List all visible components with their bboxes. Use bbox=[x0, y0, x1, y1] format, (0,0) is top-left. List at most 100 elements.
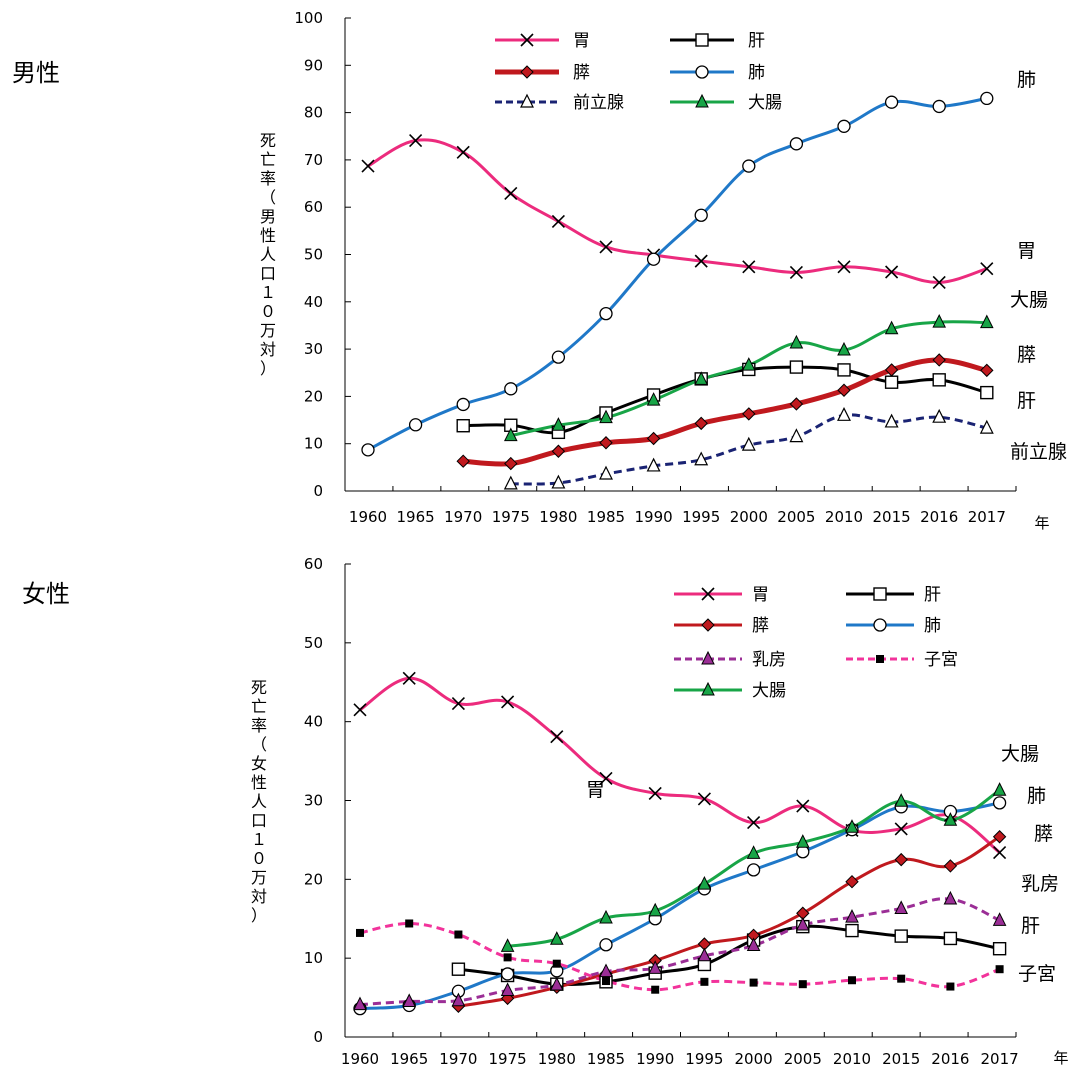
data-point-1-4 bbox=[502, 983, 514, 995]
data-point-1-5 bbox=[356, 929, 364, 937]
series-end-label-0-5: 前立腺 bbox=[1010, 441, 1067, 463]
data-point-0-2 bbox=[743, 408, 755, 420]
legend-label-1-4: 乳房 bbox=[752, 650, 786, 670]
x-tick-label-1: 1990 bbox=[636, 1050, 674, 1068]
x-tick-label-0: 1975 bbox=[492, 508, 530, 526]
x-tick-label-1: 2005 bbox=[784, 1050, 822, 1068]
data-point-0-3 bbox=[981, 92, 993, 104]
series-end-label-0-2: 大腸 bbox=[1010, 289, 1048, 311]
x-tick-label-0: 1960 bbox=[349, 508, 387, 526]
y-axis-title-char-1: ０ bbox=[251, 849, 267, 868]
x-tick-label-1: 2015 bbox=[882, 1050, 920, 1068]
x-tick-label-1: 1960 bbox=[341, 1050, 379, 1068]
data-point-1-3 bbox=[748, 864, 760, 876]
y-axis-title-char-1: 性 bbox=[251, 773, 267, 792]
data-point-1-1 bbox=[895, 930, 907, 942]
y-axis-title-char-0: １ bbox=[260, 283, 276, 302]
x-tick-label-1: 1995 bbox=[685, 1050, 723, 1068]
legend-marker-1-5 bbox=[876, 655, 884, 663]
y-axis-title-char-0: 率 bbox=[260, 169, 276, 188]
series-end-label-1-5: 子宮 bbox=[1018, 963, 1056, 985]
y-axis-title-char-0: （ bbox=[260, 188, 276, 207]
y-axis-title-char-0: 対 bbox=[260, 340, 276, 359]
legend-label-1-6: 大腸 bbox=[752, 681, 786, 701]
x-tick-label-0: 1965 bbox=[397, 508, 435, 526]
x-axis-title-1: 年 bbox=[1053, 1049, 1068, 1067]
data-point-0-2 bbox=[600, 437, 612, 449]
x-tick-label-0: 2005 bbox=[777, 508, 815, 526]
x-tick-label-0: 1990 bbox=[635, 508, 673, 526]
data-point-0-3 bbox=[457, 398, 469, 410]
legend-label-0-4: 前立腺 bbox=[573, 93, 624, 113]
data-point-0-1 bbox=[933, 374, 945, 386]
data-point-1-3 bbox=[994, 797, 1006, 809]
data-point-1-2 bbox=[895, 854, 907, 866]
data-point-1-5 bbox=[602, 977, 610, 985]
y-axis-title-char-1: 対 bbox=[251, 887, 267, 906]
y-tick-label-1: 40 bbox=[304, 713, 323, 731]
data-point-0-2 bbox=[457, 455, 469, 467]
series-end-label-0-4: 肝 bbox=[1017, 390, 1036, 412]
data-point-0-2 bbox=[695, 417, 707, 429]
legend-label-0-3: 肺 bbox=[748, 63, 765, 83]
x-tick-label-1: 2017 bbox=[981, 1050, 1019, 1068]
data-point-1-5 bbox=[897, 975, 905, 983]
data-point-0-3 bbox=[600, 308, 612, 320]
series-end-label-0-0: 肺 bbox=[1017, 69, 1036, 91]
data-point-1-5 bbox=[946, 983, 954, 991]
x-tick-label-0: 1995 bbox=[682, 508, 720, 526]
data-point-1-0 bbox=[994, 847, 1006, 859]
x-tick-label-1: 2010 bbox=[833, 1050, 871, 1068]
x-tick-label-1: 1975 bbox=[489, 1050, 527, 1068]
data-point-0-2 bbox=[648, 432, 660, 444]
series-end-label-0-3: 膵 bbox=[1017, 344, 1036, 366]
series-end-label-1-3: 乳房 bbox=[1021, 873, 1059, 895]
y-tick-label-0: 0 bbox=[313, 482, 323, 500]
series-line-0-2 bbox=[463, 360, 987, 464]
y-axis-title-char-1: 亡 bbox=[251, 697, 267, 716]
y-tick-label-0: 60 bbox=[304, 198, 323, 216]
series-end-label-1-1: 肺 bbox=[1027, 785, 1046, 807]
legend-marker-0-2 bbox=[521, 66, 533, 78]
x-tick-label-0: 2017 bbox=[968, 508, 1006, 526]
data-point-0-2 bbox=[505, 458, 517, 470]
data-point-1-1 bbox=[846, 925, 858, 937]
y-tick-label-0: 40 bbox=[304, 293, 323, 311]
data-point-1-5 bbox=[996, 965, 1004, 973]
data-point-0-4 bbox=[600, 467, 612, 479]
y-tick-label-0: 90 bbox=[304, 56, 323, 74]
series-end-label-0-1: 胃 bbox=[1017, 240, 1036, 262]
data-point-0-0 bbox=[552, 215, 564, 227]
data-point-1-5 bbox=[553, 960, 561, 968]
data-point-0-3 bbox=[410, 419, 422, 431]
x-tick-label-0: 1970 bbox=[444, 508, 482, 526]
x-tick-label-1: 1980 bbox=[538, 1050, 576, 1068]
series-line-0-1 bbox=[463, 367, 987, 433]
legend-label-1-3: 肺 bbox=[924, 616, 941, 636]
data-point-0-1 bbox=[981, 387, 993, 399]
series-end-label-1-2: 膵 bbox=[1034, 823, 1053, 845]
y-tick-label-0: 80 bbox=[304, 104, 323, 122]
data-point-1-1 bbox=[994, 943, 1006, 955]
data-point-0-2 bbox=[552, 445, 564, 457]
x-tick-label-1: 2016 bbox=[931, 1050, 969, 1068]
data-point-0-3 bbox=[886, 96, 898, 108]
data-point-1-5 bbox=[454, 931, 462, 939]
y-axis-title-char-0: 万 bbox=[260, 321, 276, 340]
y-tick-label-1: 10 bbox=[304, 949, 323, 967]
legend-label-1-1: 肝 bbox=[924, 585, 941, 605]
data-point-1-3 bbox=[600, 939, 612, 951]
data-point-1-6 bbox=[994, 783, 1006, 795]
data-point-1-1 bbox=[452, 963, 464, 975]
x-tick-label-0: 2015 bbox=[873, 508, 911, 526]
legend-label-0-2: 膵 bbox=[573, 63, 590, 83]
series-inline-label-1-0: 胃 bbox=[586, 779, 605, 801]
data-point-0-1 bbox=[838, 364, 850, 376]
y-axis-title-char-0: 死 bbox=[260, 131, 276, 150]
y-axis-title-char-1: １ bbox=[251, 830, 267, 849]
y-tick-label-0: 70 bbox=[304, 151, 323, 169]
data-point-0-1 bbox=[886, 376, 898, 388]
y-axis-title-char-0: 口 bbox=[260, 264, 276, 283]
legend-marker-1-3 bbox=[874, 619, 886, 631]
